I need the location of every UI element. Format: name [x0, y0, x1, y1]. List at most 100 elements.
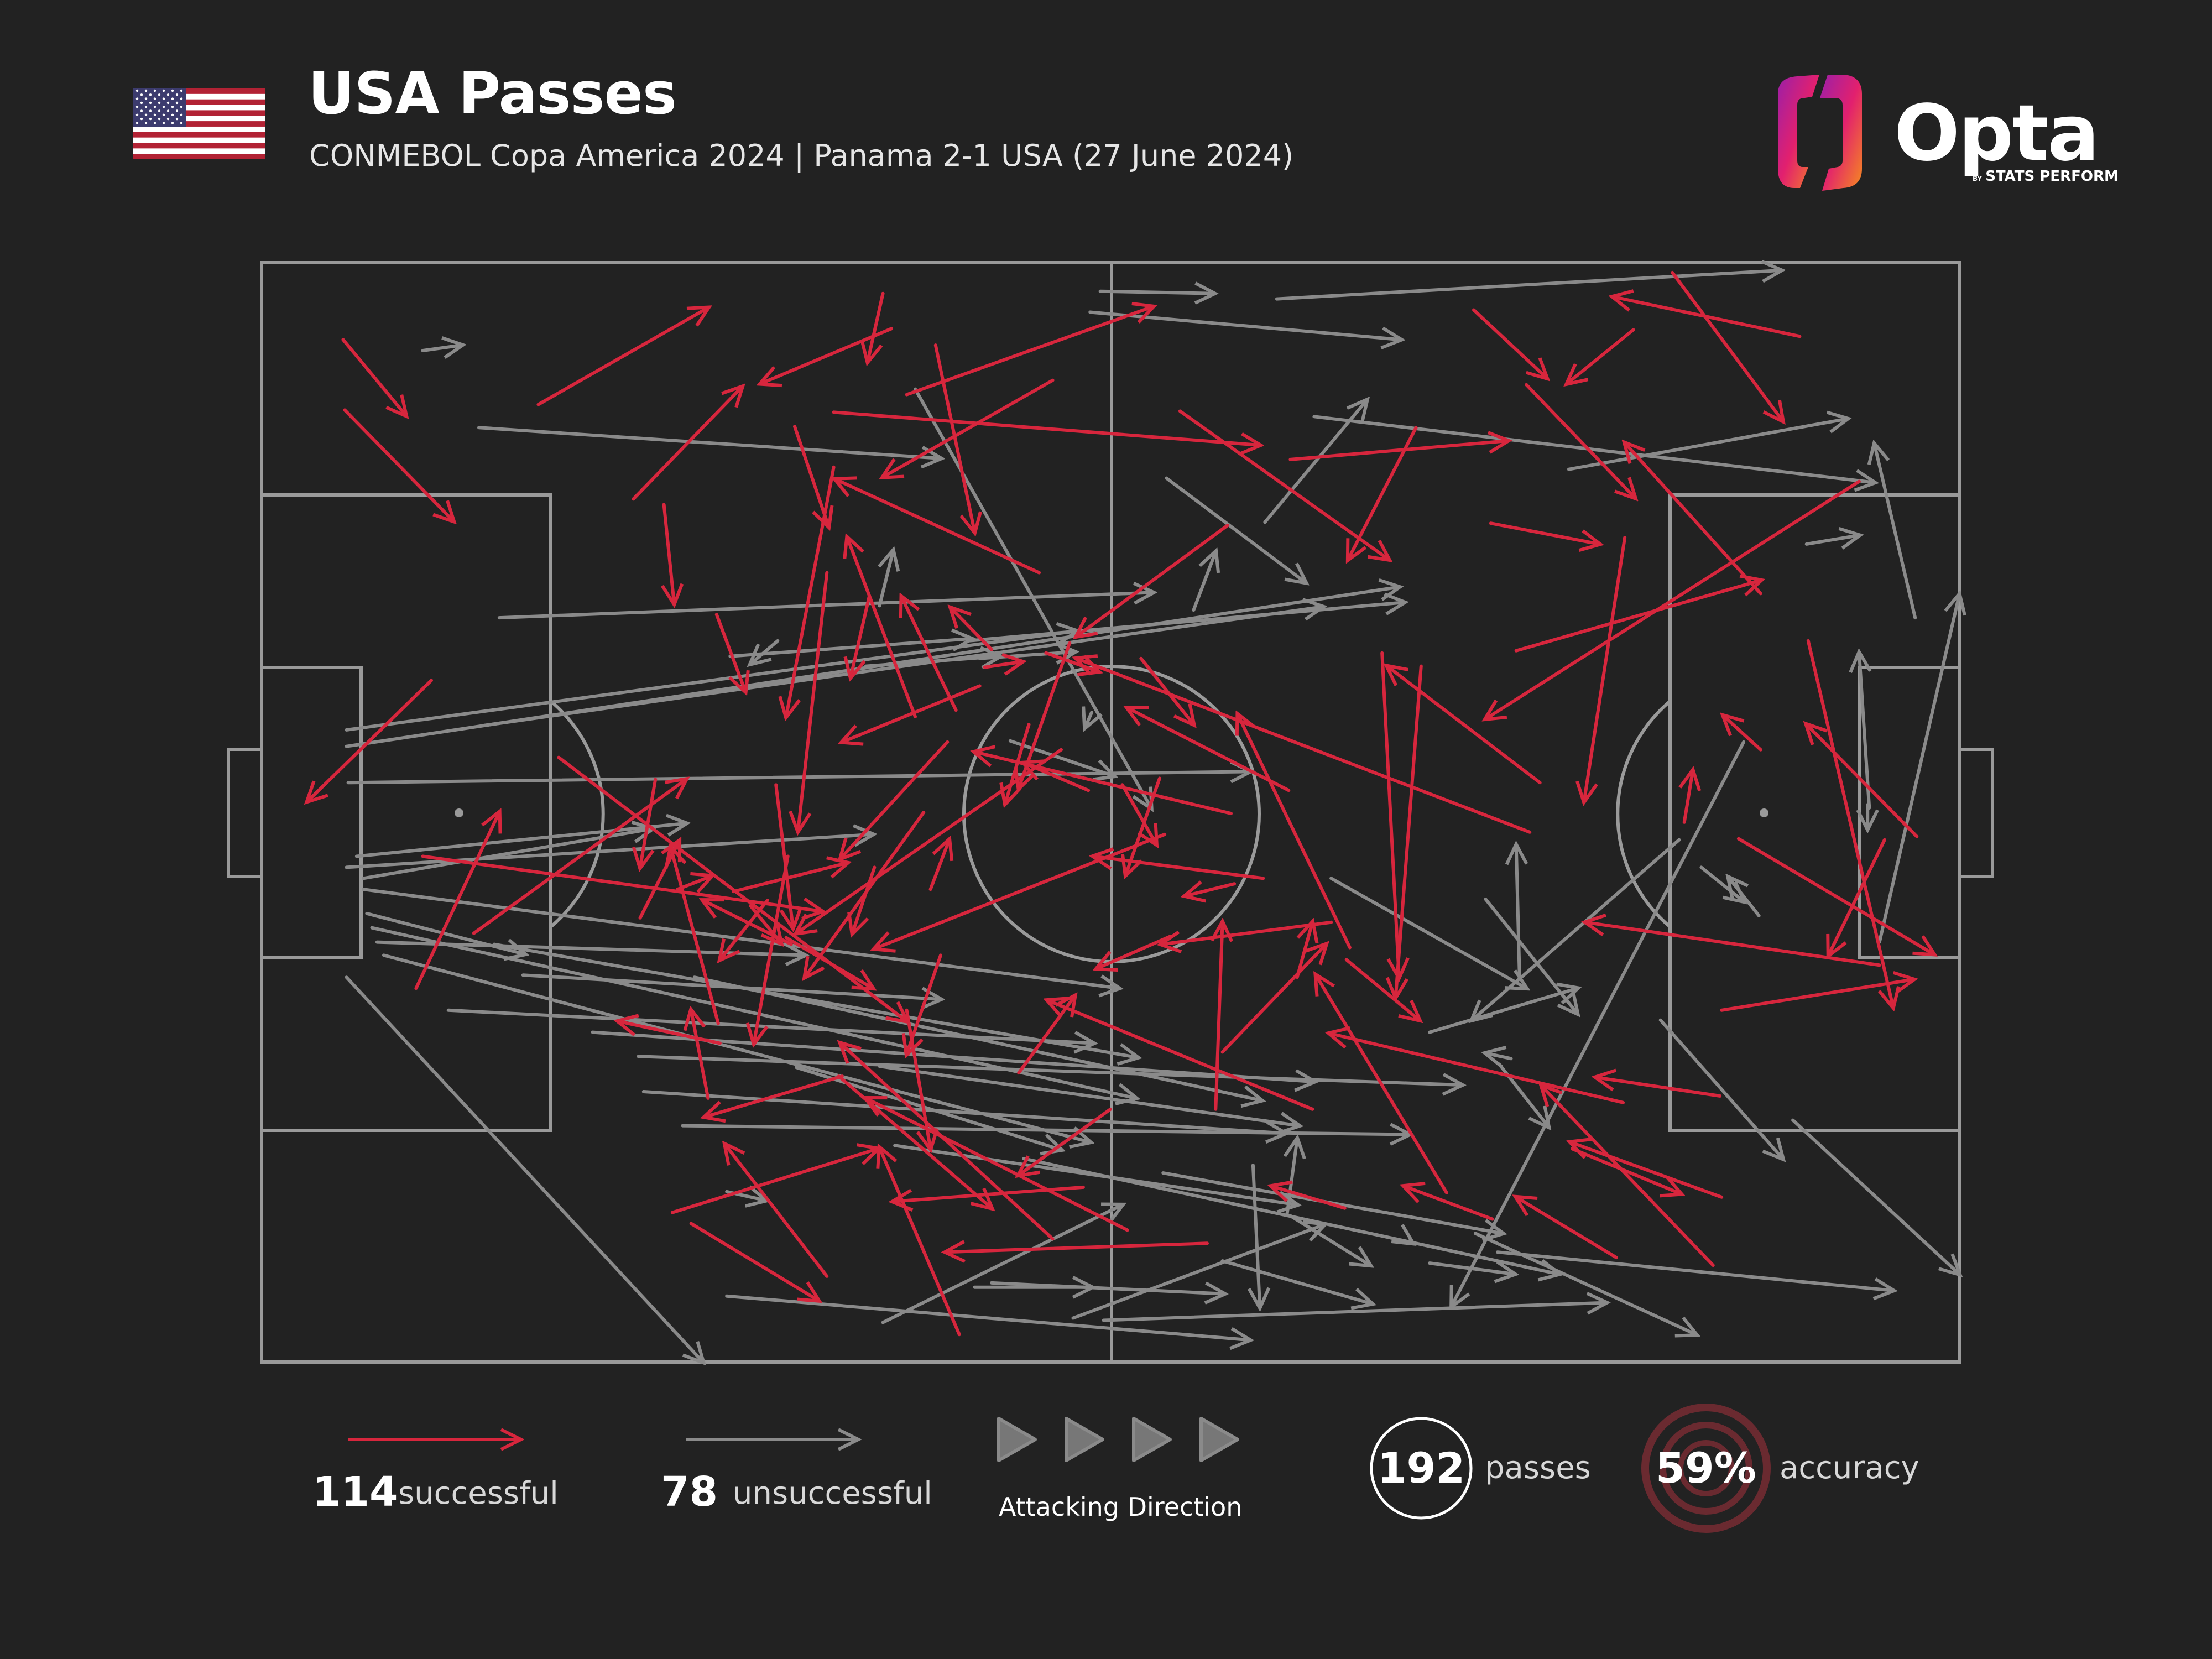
successful-pass [1380, 651, 1399, 978]
unsuccessful-pass [1275, 270, 1781, 301]
left-penalty-area [260, 493, 552, 1132]
accuracy-label: accuracy [1780, 1450, 1919, 1486]
unsuccessful-pass [1102, 1303, 1606, 1322]
successful-pass [774, 783, 793, 927]
flag-star [175, 93, 179, 96]
flag-star [171, 106, 174, 108]
unsuccessful-pass [1253, 1164, 1260, 1307]
right-penalty-area [1668, 493, 1961, 1132]
successful-label: successful [398, 1475, 559, 1511]
unsuccessful-pass [365, 911, 525, 954]
successful-pass [1596, 1077, 1722, 1098]
flag-star [180, 122, 183, 124]
flag-star [149, 93, 152, 96]
successful-pass [836, 479, 1041, 575]
successful-pass [664, 503, 674, 603]
successful-pass [1178, 409, 1389, 559]
flag-star [140, 109, 143, 112]
successful-pass [1077, 524, 1229, 637]
chart-title: USA Passes [308, 60, 677, 127]
successful-pass [1093, 857, 1265, 880]
successful-count: 114 [312, 1468, 398, 1516]
unsuccessful-pass [1496, 1250, 1893, 1291]
successful-pass [786, 465, 836, 717]
successful-pass [676, 876, 711, 889]
successful-pass [928, 840, 950, 891]
chart-subtitle: CONMEBOL Copa America 2024 | Panama 2-1 … [309, 138, 1294, 173]
successful-pass [880, 1147, 961, 1337]
successful-pass [946, 1243, 1209, 1252]
flag-star [149, 101, 152, 105]
successful-pass [1525, 383, 1635, 498]
successful-pass [725, 1144, 829, 1278]
flag-star [144, 97, 148, 100]
unsuccessful-label: unsuccessful [733, 1475, 932, 1511]
successful-pass [720, 899, 769, 959]
flag-star [135, 122, 139, 124]
successful-pass [866, 1098, 1129, 1232]
flag-star [140, 93, 143, 96]
successful-pass [1019, 1107, 1112, 1175]
unsuccessful-pass [795, 1066, 1061, 1150]
successful-pass [307, 679, 433, 801]
unsuccessful-pass [1484, 898, 1578, 1014]
flag-star [149, 117, 152, 121]
successful-pass [868, 291, 885, 362]
unsuccessful-pass [354, 823, 686, 858]
unsuccessful-pass [1875, 444, 1917, 620]
unsuccessful-pass [1452, 740, 1746, 1306]
flag-star [158, 109, 161, 112]
right-penalty-arc [1616, 700, 1671, 928]
flag-star [149, 109, 152, 112]
flag-star [153, 122, 156, 124]
unsuccessful-pass [1022, 1157, 1558, 1274]
successful-pass [1288, 441, 1507, 461]
successful-pass [1613, 297, 1802, 338]
successful-pass [1584, 536, 1627, 801]
unsuccessful-pass [521, 973, 941, 999]
flag-star [158, 117, 161, 121]
opta-logo-icon [1778, 75, 1862, 191]
successful-pass [1316, 975, 1448, 1194]
successful-pass [883, 378, 1055, 477]
successful-pass [1671, 270, 1783, 421]
direction-arrow-icon [1065, 1417, 1104, 1462]
unsuccessful-pass [1791, 1118, 1959, 1274]
successful-pass [901, 597, 958, 712]
brand-tagline-text: STATS PERFORM [1985, 168, 2119, 185]
unsuccessful-passes [345, 270, 1960, 1362]
successful-pass [414, 812, 499, 990]
flag-star [153, 113, 156, 116]
successful-pass [749, 904, 781, 943]
flag-star [162, 89, 165, 92]
flag-star [171, 97, 174, 100]
unsuccessful-pass [1699, 865, 1744, 901]
flag-star [180, 106, 183, 108]
flag-star [135, 113, 139, 116]
successful-pass [851, 594, 872, 677]
successful-pass [1489, 521, 1600, 544]
flag-star [162, 106, 165, 108]
successful-pass [951, 608, 994, 651]
successful-pass [832, 410, 1260, 445]
flag-star [180, 113, 183, 116]
flag-star [166, 93, 170, 96]
flag-star [162, 122, 165, 124]
unsuccessful-pass [1658, 1018, 1783, 1159]
attacking-direction-label: Attacking Direction [999, 1492, 1243, 1522]
successful-pass [1238, 714, 1352, 950]
passes-count: 192 [1377, 1443, 1465, 1493]
successful-pass [1387, 666, 1542, 785]
unsuccessful-pass [1220, 1259, 1372, 1304]
left-goal [227, 748, 263, 878]
unsuccessful-pass [382, 953, 1090, 1142]
passes-count-ring [1370, 1417, 1473, 1520]
unsuccessful-pass [1329, 877, 1526, 988]
flag-star [166, 117, 170, 121]
unsuccessful-pass [966, 602, 1404, 643]
unsuccessful-pass [1088, 310, 1401, 340]
flag-star [140, 117, 143, 121]
successful-pass [343, 408, 453, 521]
unsuccessful-pass [1409, 1241, 1412, 1243]
